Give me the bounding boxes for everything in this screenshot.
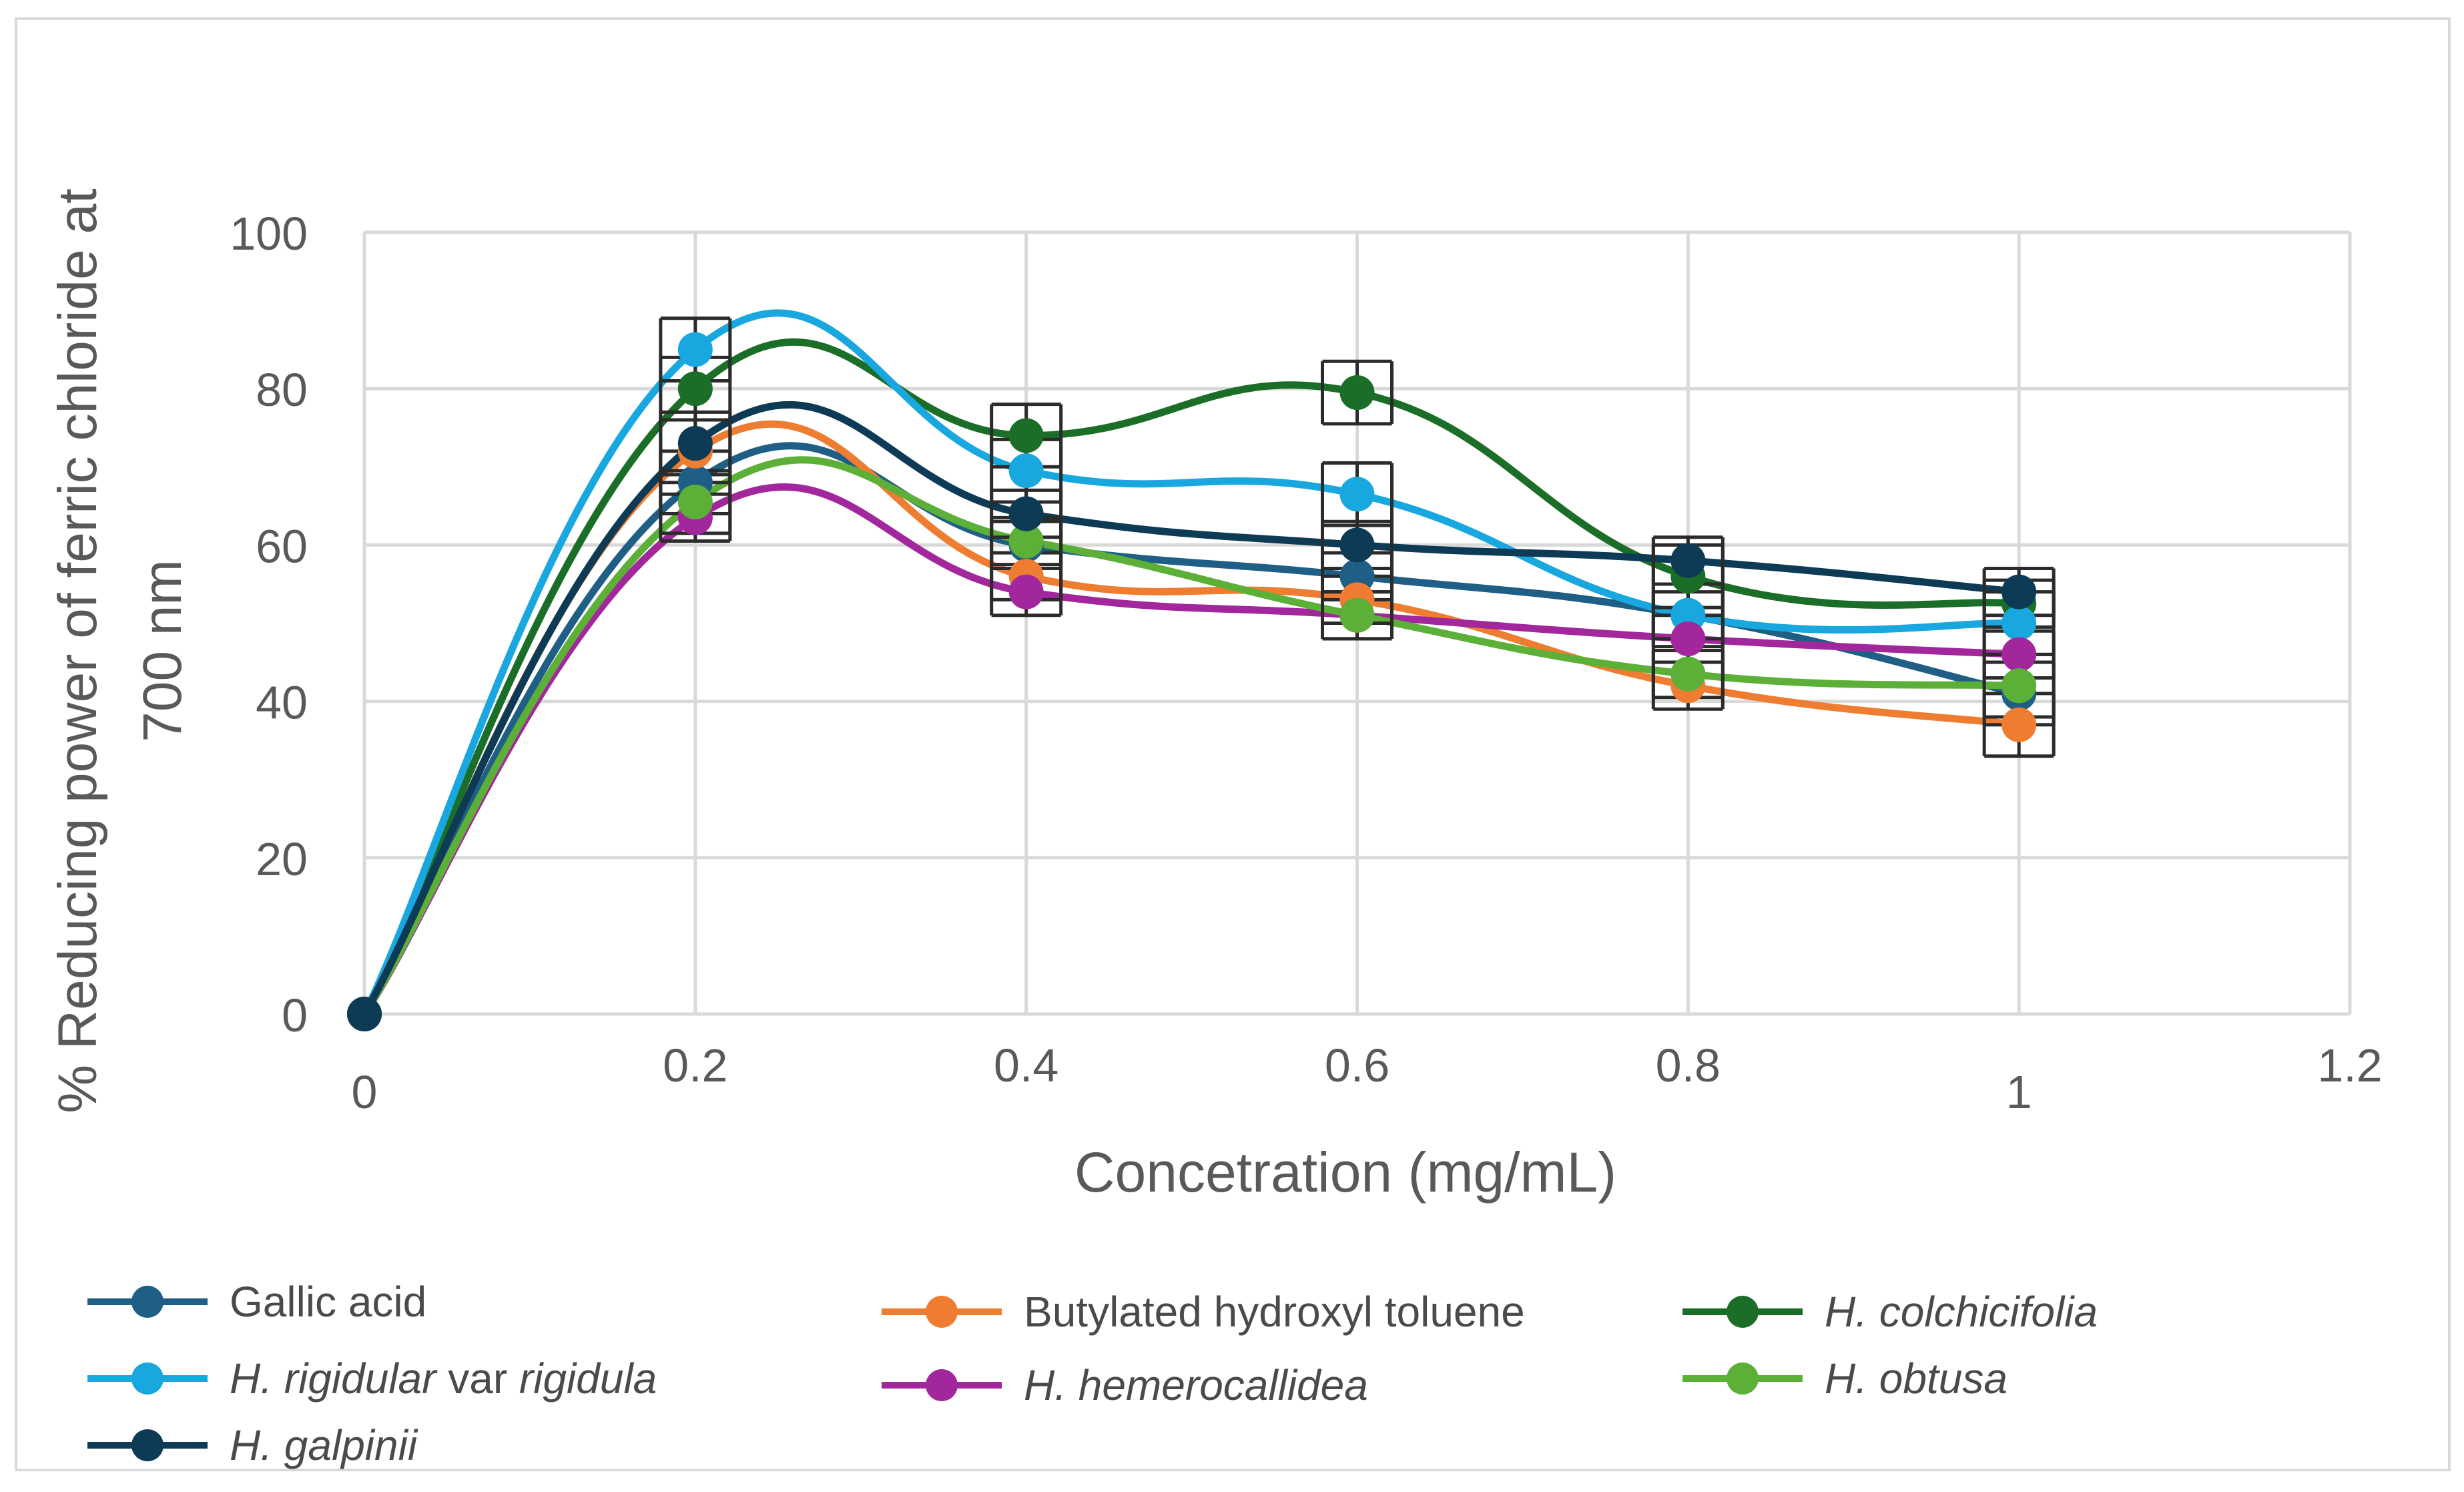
y-axis-title-line-1: % Reducing power of ferric chloride at [47,188,108,1113]
data-point-h-galpinii [1339,527,1375,563]
data-point-h-colchicifolia [1008,418,1044,453]
legend-swatch-h-hemerocallidea [882,1369,1002,1401]
legend-label-h-galpinii-text: H. galpinii [230,1421,418,1469]
data-point-h-obtusa [1008,523,1044,559]
legend-label-h-rigidular-part2: var [436,1354,519,1403]
legend-label-h-rigidular-part1: H. rigidular [230,1354,436,1403]
y-tick-label: 80 [256,364,308,416]
legend-label-h-colchicifolia-text: H. colchicifolia [1825,1288,2098,1336]
legend-label-h-rigidular: H. rigidular var rigidula [230,1354,657,1403]
data-point-h-obtusa [677,484,713,519]
legend-item-bht: Butylated hydroxyl toluene [878,1285,1525,1338]
y-tick-label: 40 [256,677,308,729]
series-line-h-galpinii [360,401,2023,1018]
series-lines [360,309,2023,1018]
data-point-h-rigidular-var-rigidula [677,332,713,367]
data-point-h-obtusa [1339,597,1375,633]
data-markers [347,332,2037,1031]
data-point-h-hemerocallidea [1670,621,1706,656]
legend-item-h-colchicifolia: H. colchicifolia [1679,1285,2098,1338]
legend-swatch-h-obtusa [1682,1362,1803,1395]
y-tick-label: 100 [230,208,308,260]
legend-swatch-h-galpinii [87,1429,208,1461]
series-line-butylated-hydroxyl-toluene [360,420,2023,1018]
legend-swatch-h-rigidular [87,1362,208,1395]
data-point-h-colchicifolia [1339,375,1375,411]
y-axis-title-line-2: 700 nm [132,559,193,742]
x-tick-label: 0.6 [1325,1039,1390,1091]
data-point-h-rigidular-var-rigidula [1008,453,1044,489]
x-axis-title: Concetration (mg/mL) [1074,1141,1616,1204]
tick-labels: 0 20 40 60 80 100 0 0.2 0.4 0.6 0.8 1 1.2 [230,208,2382,1118]
x-tick-label: 0.4 [994,1039,1058,1091]
series-line-h-rigidular-var-rigidula [360,309,2023,1018]
error-bar-h-rigidular-var-rigidula [659,316,732,383]
data-point-h-obtusa [2001,668,2037,704]
legend-label-h-rigidular-part3: rigidula [519,1354,657,1403]
legend-label-h-obtusa: H. obtusa [1825,1354,2008,1403]
data-point-h-hemerocallidea [1008,574,1044,609]
x-tick-label: 1.2 [2317,1039,2382,1091]
legend-item-h-hemerocallidea: H. hemerocallidea [878,1358,1368,1412]
data-point-h-galpinii [677,426,713,461]
legend-item-h-galpinii: H. galpinii [84,1419,417,1472]
legend-swatch-h-colchicifolia [1682,1296,1803,1328]
x-tick-label: 0.8 [1656,1039,1721,1091]
chart-frame: 0 20 40 60 80 100 0 0.2 0.4 0.6 0.8 1 1.2 Concetrati… [15,17,2451,1471]
error-bar-h-colchicifolia [1321,359,1394,426]
chart-plot: 0 20 40 60 80 100 0 0.2 0.4 0.6 0.8 1 1.2 Concetrati… [47,188,2383,1204]
legend-swatch-gallic-acid [87,1286,208,1318]
data-point-h-rigidular-var-rigidula [1339,477,1375,512]
data-point-h-colchicifolia [677,371,713,407]
data-point-h-galpinii [1008,496,1044,531]
y-tick-label: 60 [256,520,308,572]
legend-swatch-bht [882,1296,1002,1328]
data-point-butylated-hydroxyl-toluene [2001,707,2037,742]
x-tick-label: 1 [2006,1066,2032,1118]
legend-label-h-hemerocallidea-text: H. hemerocallidea [1024,1361,1368,1409]
legend-label-h-hemerocallidea: H. hemerocallidea [1024,1360,1368,1410]
axis-titles: Concetration (mg/mL) % Reducing power of… [47,188,1616,1204]
x-tick-label: 0 [352,1066,378,1118]
legend-item-gallic-acid: Gallic acid [84,1275,426,1328]
data-point-h-hemerocallidea [2001,637,2037,672]
data-point-h-obtusa [1670,656,1706,692]
legend-item-h-rigidular: H. rigidular var rigidula [84,1352,657,1405]
data-point-h-galpinii [347,997,382,1031]
legend-label-h-obtusa-text: H. obtusa [1825,1354,2008,1403]
x-tick-label: 0.2 [663,1039,727,1091]
legend-label-h-colchicifolia: H. colchicifolia [1825,1287,2098,1336]
y-tick-label: 0 [282,989,308,1041]
legend-label-h-galpinii: H. galpinii [230,1421,417,1470]
series-line-h-obtusa [360,456,2023,1018]
data-point-h-galpinii [2001,574,2037,609]
legend-label-gallic-acid: Gallic acid [230,1278,427,1326]
y-tick-label: 20 [256,833,308,885]
legend-label-bht: Butylated hydroxyl toluene [1024,1288,1525,1336]
legend-item-h-obtusa: H. obtusa [1679,1352,2008,1405]
data-point-h-rigidular-var-rigidula [2001,605,2037,641]
data-point-h-galpinii [1670,543,1706,578]
